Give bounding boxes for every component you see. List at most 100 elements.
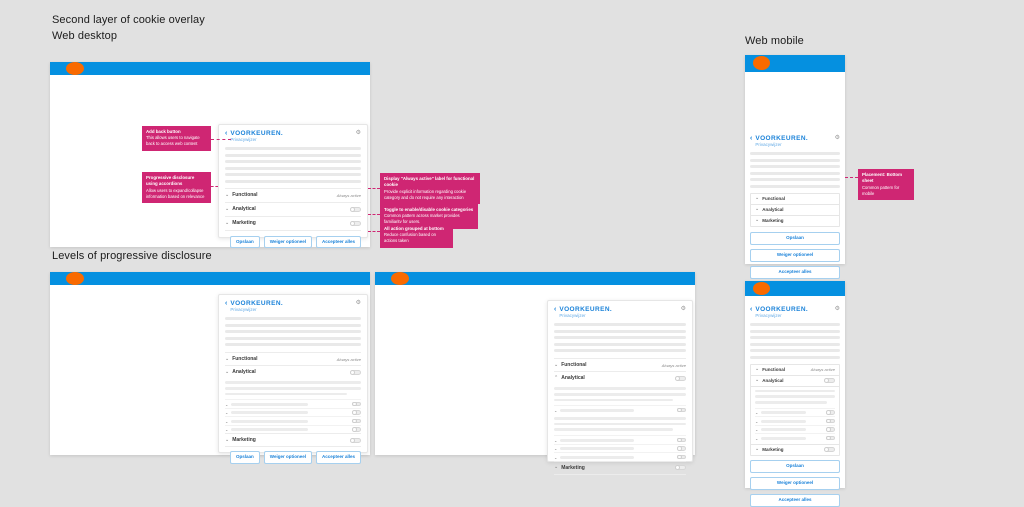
toggle[interactable] <box>352 427 361 432</box>
gear-icon[interactable]: ⚙ <box>355 130 361 136</box>
placeholder-line <box>761 419 807 423</box>
cookie-subitem[interactable]: ⌄ <box>225 424 361 434</box>
back-icon[interactable]: ‹ <box>750 135 753 142</box>
accept-all-button[interactable]: Accepteer alles <box>315 451 361 464</box>
reject-optional-button[interactable]: Weiger optioneel <box>263 235 312 248</box>
save-button[interactable]: Opslaan <box>230 235 260 248</box>
cookie-subitem[interactable]: ⌄ <box>554 435 686 444</box>
accordion-analytical[interactable]: ⌃ Analytical <box>554 371 686 384</box>
save-button[interactable]: Opslaan <box>230 451 260 464</box>
accordion-label: Functional <box>561 362 587 368</box>
accordion-functional[interactable]: ⌄ Functional <box>750 192 840 205</box>
annotation-actions: All action grouped at bottom Reduce conf… <box>380 223 453 248</box>
reject-optional-button[interactable]: Weiger optioneel <box>750 248 840 262</box>
reject-optional-button[interactable]: Weiger optioneel <box>263 451 312 464</box>
accordion-marketing[interactable]: ⌄ Marketing <box>225 215 361 231</box>
reject-optional-button[interactable]: Weiger optioneel <box>750 476 840 491</box>
back-icon[interactable]: ‹ <box>225 300 228 307</box>
cookie-subitem[interactable]: ⌄ <box>755 424 835 434</box>
placeholder-line <box>554 336 686 339</box>
dialog-subtitle: Privacywijzer <box>755 313 782 318</box>
accordion-marketing[interactable]: ⌄ Marketing <box>554 460 686 475</box>
dialog-header: ‹ VOORKEUREN. Privacywijzer ⚙ <box>225 130 361 143</box>
cookie-subitem[interactable]: ⌄ <box>225 407 361 417</box>
accordion-functional[interactable]: ⌄ Functional Always active <box>750 363 840 376</box>
accept-all-button[interactable]: Accepteer alles <box>750 265 840 279</box>
cookie-subitem[interactable]: ⌄ <box>554 452 686 461</box>
cookie-subitem[interactable]: ⌄ <box>554 443 686 453</box>
toggle[interactable] <box>826 410 835 415</box>
logo <box>391 272 409 285</box>
placeholder-line <box>554 323 686 326</box>
mobile-mockup-2: ‹ VOORKEUREN. Privacywijzer ⚙ ⌄ Function… <box>745 281 845 507</box>
accept-all-button[interactable]: Accepteer alles <box>315 235 361 248</box>
toggle[interactable] <box>677 454 686 460</box>
placeholder-line <box>225 323 361 327</box>
accordion-marketing[interactable]: ⌄ Marketing <box>750 443 840 456</box>
always-active-label: Always active <box>336 356 361 362</box>
back-icon[interactable]: ‹ <box>225 130 228 137</box>
toggle[interactable] <box>352 410 361 415</box>
save-button[interactable]: Opslaan <box>750 459 840 474</box>
placeholder-line <box>761 436 807 440</box>
placeholder-line <box>554 342 686 346</box>
toggle[interactable] <box>826 435 835 441</box>
toggle[interactable] <box>677 446 686 451</box>
toggle[interactable] <box>677 407 686 413</box>
toggle[interactable] <box>350 206 361 212</box>
placeholder-line <box>225 166 361 170</box>
toggle[interactable] <box>675 375 686 381</box>
toggle[interactable] <box>824 378 835 383</box>
toggle[interactable] <box>675 465 686 471</box>
accordion-analytical[interactable]: ⌄ Analytical <box>750 374 840 387</box>
accordion-label: Analytical <box>232 206 256 212</box>
accordion-functional[interactable]: ⌄ Functional Always active <box>225 187 361 202</box>
accordion-functional[interactable]: ⌄ Functional Always active <box>554 358 686 371</box>
placeholder-line <box>560 408 635 412</box>
accept-all-button[interactable]: Accepteer alles <box>750 493 840 507</box>
dialog-title: VOORKEUREN. <box>559 306 613 313</box>
placeholder-line <box>750 329 840 333</box>
toggle[interactable] <box>677 437 686 443</box>
toggle[interactable] <box>350 220 361 226</box>
back-icon[interactable]: ‹ <box>750 306 753 313</box>
accordion-label: Analytical <box>232 369 256 375</box>
annotation-body: Allow users to expand/collapse informati… <box>146 187 205 199</box>
accordion-marketing[interactable]: ⌄ Marketing <box>750 214 840 227</box>
gear-icon[interactable]: ⚙ <box>355 300 361 306</box>
toggle[interactable] <box>826 418 835 424</box>
logo <box>66 272 84 285</box>
chevron-down-icon: ⌄ <box>225 436 230 443</box>
placeholder-line <box>231 419 308 423</box>
gear-icon[interactable]: ⚙ <box>680 306 686 312</box>
cookie-subitem[interactable]: ⌄ <box>225 416 361 425</box>
cookie-subitem[interactable]: ⌄ <box>755 416 835 425</box>
chevron-down-icon: ⌄ <box>554 454 558 460</box>
accordion-functional[interactable]: ⌄ Functional Always active <box>225 352 361 365</box>
back-icon[interactable]: ‹ <box>554 306 557 313</box>
toggle[interactable] <box>350 437 361 443</box>
dialog-title: VOORKEUREN. <box>230 130 284 137</box>
toggle[interactable] <box>350 369 361 375</box>
dialog-header: ‹ VOORKEUREN. Privacywijzer ⚙ <box>750 135 840 148</box>
toggle[interactable] <box>826 427 835 432</box>
cookie-preferences-dialog: ‹ VOORKEUREN. Privacywijzer ⚙ ⌄ Function… <box>547 300 693 475</box>
dialog-title: VOORKEUREN. <box>230 300 284 307</box>
accordion-analytical[interactable]: ⌄ Analytical <box>750 203 840 216</box>
section-web-desktop-label: Web desktop <box>52 30 118 42</box>
placeholder-line <box>761 411 807 415</box>
gear-icon[interactable]: ⚙ <box>834 135 840 141</box>
cookie-subitem[interactable]: ⌄ <box>554 405 686 414</box>
gear-icon[interactable]: ⚙ <box>834 306 840 312</box>
toggle[interactable] <box>352 418 361 424</box>
cookie-subitem[interactable]: ⌄ <box>225 399 361 408</box>
accordion-analytical[interactable]: ⌄ Analytical <box>225 201 361 216</box>
cookie-subitem[interactable]: ⌄ <box>755 407 835 417</box>
accordion-analytical[interactable]: ⌄ Analytical <box>225 365 361 378</box>
toggle[interactable] <box>352 401 361 407</box>
dialog-subtitle: Privacywijzer <box>230 137 257 142</box>
toggle[interactable] <box>824 447 835 453</box>
save-button[interactable]: Opslaan <box>750 231 840 245</box>
cookie-subitem[interactable]: ⌄ <box>755 433 835 442</box>
accordion-marketing[interactable]: ⌄ Marketing <box>225 433 361 448</box>
